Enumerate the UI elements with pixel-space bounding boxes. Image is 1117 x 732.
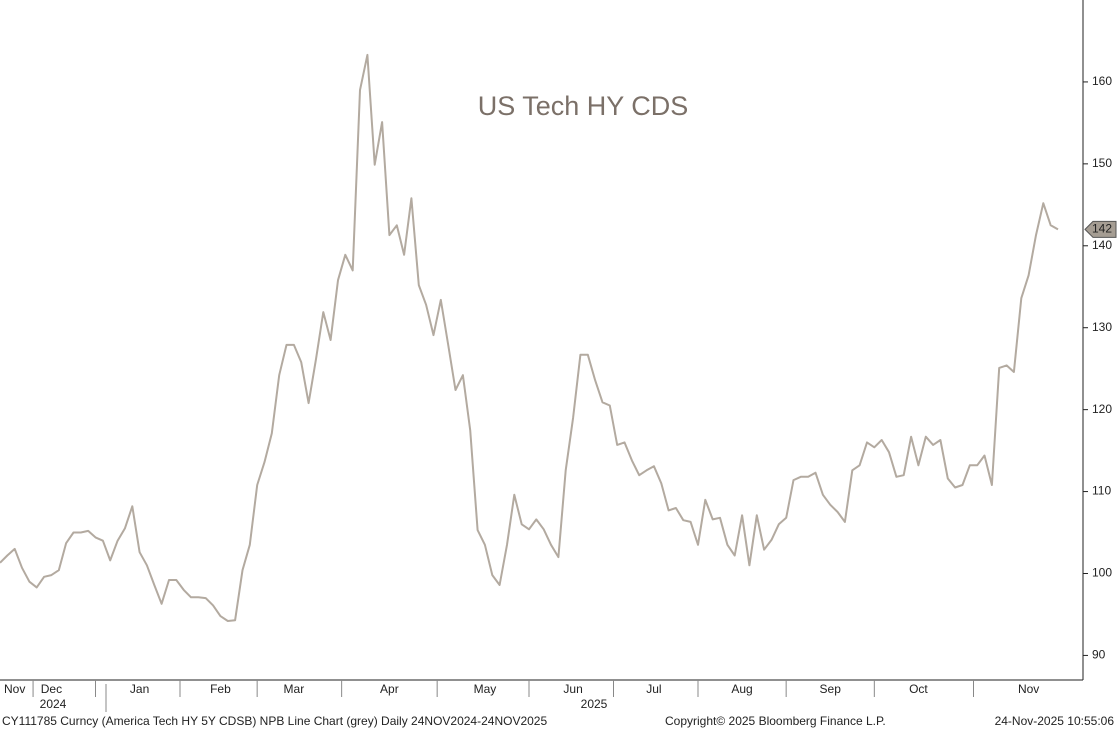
chart-title: US Tech HY CDS <box>478 91 689 121</box>
x-tick-label: Jun <box>563 682 582 696</box>
x-tick-label: Jan <box>130 682 149 696</box>
y-tick-label: 120 <box>1092 402 1112 416</box>
x-tick-label: Nov <box>4 682 25 696</box>
footer-left: CY111785 Curncy (America Tech HY 5Y CDSB… <box>2 714 547 728</box>
year-label: 2024 <box>40 697 67 711</box>
y-tick-label: 130 <box>1092 320 1112 334</box>
x-tick-label: Apr <box>380 682 399 696</box>
y-tick-label: 110 <box>1092 484 1111 498</box>
year-label: 2025 <box>581 697 608 711</box>
y-tick-label: 140 <box>1092 238 1112 252</box>
footer-right: 24-Nov-2025 10:55:06 <box>995 714 1115 728</box>
y-tick-label: 150 <box>1092 156 1112 170</box>
footer-center: Copyright© 2025 Bloomberg Finance L.P. <box>665 714 886 728</box>
x-tick-label: Dec <box>41 682 62 696</box>
x-tick-label: May <box>474 682 497 696</box>
y-tick-label: 90 <box>1092 648 1106 662</box>
data-line <box>0 53 1059 622</box>
y-tick-label: 100 <box>1092 566 1112 580</box>
last-value-tag <box>1084 220 1117 238</box>
x-tick-label: Aug <box>731 682 752 696</box>
y-tick-label: 160 <box>1092 74 1112 88</box>
x-tick-label: Mar <box>284 682 305 696</box>
x-tick-label: Oct <box>909 682 928 696</box>
x-tick-label: Sep <box>820 682 842 696</box>
last-value-label: 142 <box>1092 222 1112 236</box>
x-tick-label: Jul <box>646 682 661 696</box>
x-tick-label: Nov <box>1018 682 1039 696</box>
x-tick-label: Feb <box>210 682 231 696</box>
